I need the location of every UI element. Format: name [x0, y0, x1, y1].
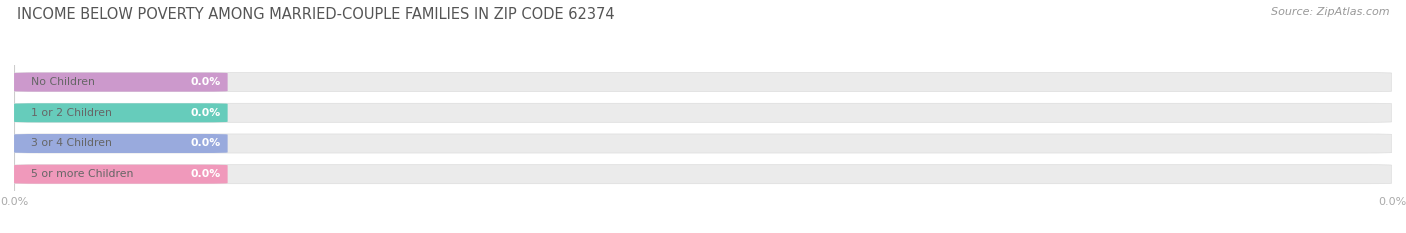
FancyBboxPatch shape [14, 103, 1392, 122]
Text: 0.0%: 0.0% [191, 138, 221, 148]
Text: INCOME BELOW POVERTY AMONG MARRIED-COUPLE FAMILIES IN ZIP CODE 62374: INCOME BELOW POVERTY AMONG MARRIED-COUPL… [17, 7, 614, 22]
Text: Source: ZipAtlas.com: Source: ZipAtlas.com [1271, 7, 1389, 17]
FancyBboxPatch shape [14, 134, 228, 153]
FancyBboxPatch shape [14, 165, 228, 184]
FancyBboxPatch shape [14, 73, 228, 92]
Text: 1 or 2 Children: 1 or 2 Children [31, 108, 112, 118]
Text: 3 or 4 Children: 3 or 4 Children [31, 138, 112, 148]
Text: 0.0%: 0.0% [191, 169, 221, 179]
FancyBboxPatch shape [14, 103, 228, 122]
FancyBboxPatch shape [14, 165, 1392, 184]
Text: 0.0%: 0.0% [191, 108, 221, 118]
FancyBboxPatch shape [14, 134, 1392, 153]
Text: 0.0%: 0.0% [191, 77, 221, 87]
Text: No Children: No Children [31, 77, 96, 87]
Text: 5 or more Children: 5 or more Children [31, 169, 134, 179]
FancyBboxPatch shape [14, 73, 1392, 92]
